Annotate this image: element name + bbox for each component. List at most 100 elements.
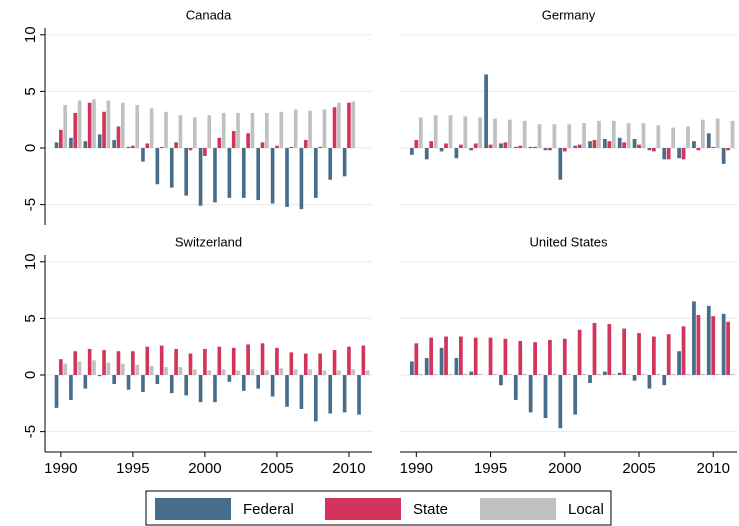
bar bbox=[662, 148, 667, 160]
bar bbox=[454, 148, 459, 159]
bar bbox=[588, 141, 592, 149]
bar bbox=[537, 373, 542, 376]
bar bbox=[256, 375, 261, 389]
bar bbox=[145, 346, 150, 376]
bar bbox=[231, 347, 236, 376]
bar bbox=[351, 101, 356, 149]
bar bbox=[120, 363, 125, 376]
bar bbox=[164, 111, 168, 149]
bar bbox=[174, 142, 178, 149]
x-tick-label: 2005 bbox=[622, 460, 655, 477]
bar bbox=[499, 143, 503, 149]
bar bbox=[700, 373, 705, 376]
bar bbox=[666, 334, 671, 376]
bar bbox=[478, 373, 483, 376]
bar bbox=[318, 353, 322, 376]
bar bbox=[558, 375, 563, 429]
x-tick-label: 1995 bbox=[116, 460, 149, 477]
bar bbox=[507, 373, 512, 376]
bar bbox=[275, 347, 279, 376]
bar bbox=[112, 375, 116, 385]
bar bbox=[184, 375, 188, 396]
bar bbox=[221, 112, 226, 149]
bar bbox=[700, 119, 705, 149]
bar bbox=[342, 148, 347, 177]
bar bbox=[332, 350, 337, 376]
bar bbox=[102, 350, 106, 376]
bar bbox=[573, 145, 578, 149]
bar bbox=[458, 144, 463, 149]
bar bbox=[726, 321, 730, 376]
bar bbox=[279, 111, 284, 149]
bar bbox=[328, 148, 333, 180]
bar bbox=[246, 344, 250, 376]
bar bbox=[637, 144, 641, 149]
bar bbox=[164, 367, 168, 376]
bar bbox=[207, 370, 212, 376]
bar bbox=[241, 148, 246, 198]
bar bbox=[410, 361, 414, 376]
bar bbox=[632, 138, 637, 149]
bar bbox=[357, 375, 361, 415]
bar bbox=[503, 338, 508, 376]
bar bbox=[351, 369, 356, 376]
bar bbox=[63, 104, 67, 149]
bar bbox=[178, 115, 183, 149]
bar bbox=[721, 313, 726, 376]
bar bbox=[573, 375, 578, 415]
bar bbox=[106, 100, 111, 149]
bar bbox=[603, 371, 607, 376]
bar bbox=[588, 375, 592, 383]
bar bbox=[711, 316, 716, 376]
bar bbox=[681, 326, 686, 376]
y-tick-label: 10 bbox=[22, 26, 39, 43]
bar bbox=[159, 345, 164, 376]
bar bbox=[213, 148, 217, 203]
bar bbox=[469, 148, 474, 151]
bar bbox=[169, 148, 174, 188]
bar bbox=[322, 109, 327, 149]
bar bbox=[692, 141, 696, 149]
bar bbox=[293, 109, 298, 149]
bar bbox=[77, 361, 82, 376]
bar bbox=[155, 375, 160, 385]
bar bbox=[473, 143, 478, 149]
bar bbox=[677, 148, 681, 159]
bar bbox=[522, 120, 527, 149]
bar bbox=[429, 141, 434, 149]
bar bbox=[706, 305, 711, 376]
bar bbox=[637, 333, 641, 376]
bar bbox=[73, 351, 78, 376]
panel-title: Canada bbox=[186, 7, 232, 22]
bar bbox=[626, 373, 631, 376]
bar bbox=[537, 124, 542, 149]
bar bbox=[250, 112, 255, 149]
bar bbox=[651, 148, 656, 152]
bar bbox=[617, 372, 622, 376]
bar bbox=[260, 343, 265, 376]
bar bbox=[63, 363, 67, 376]
bar bbox=[178, 367, 183, 376]
bar bbox=[241, 375, 246, 391]
y-tick-label: 5 bbox=[22, 314, 39, 322]
bar bbox=[314, 148, 318, 198]
bar bbox=[279, 368, 284, 376]
bar bbox=[503, 142, 508, 149]
bar bbox=[463, 373, 468, 376]
bar bbox=[647, 375, 652, 389]
x-tick-label: 2010 bbox=[697, 460, 730, 477]
bar bbox=[337, 370, 341, 376]
bar bbox=[656, 125, 661, 149]
bar bbox=[726, 148, 730, 151]
x-tick-label: 1990 bbox=[44, 460, 77, 477]
bar bbox=[347, 102, 351, 149]
bar bbox=[458, 336, 463, 376]
bar bbox=[192, 117, 197, 149]
bar bbox=[582, 123, 586, 149]
legend-label: Federal bbox=[243, 501, 294, 518]
bar bbox=[135, 104, 140, 149]
bar bbox=[433, 373, 438, 376]
bar bbox=[488, 144, 493, 149]
bar bbox=[647, 148, 652, 151]
